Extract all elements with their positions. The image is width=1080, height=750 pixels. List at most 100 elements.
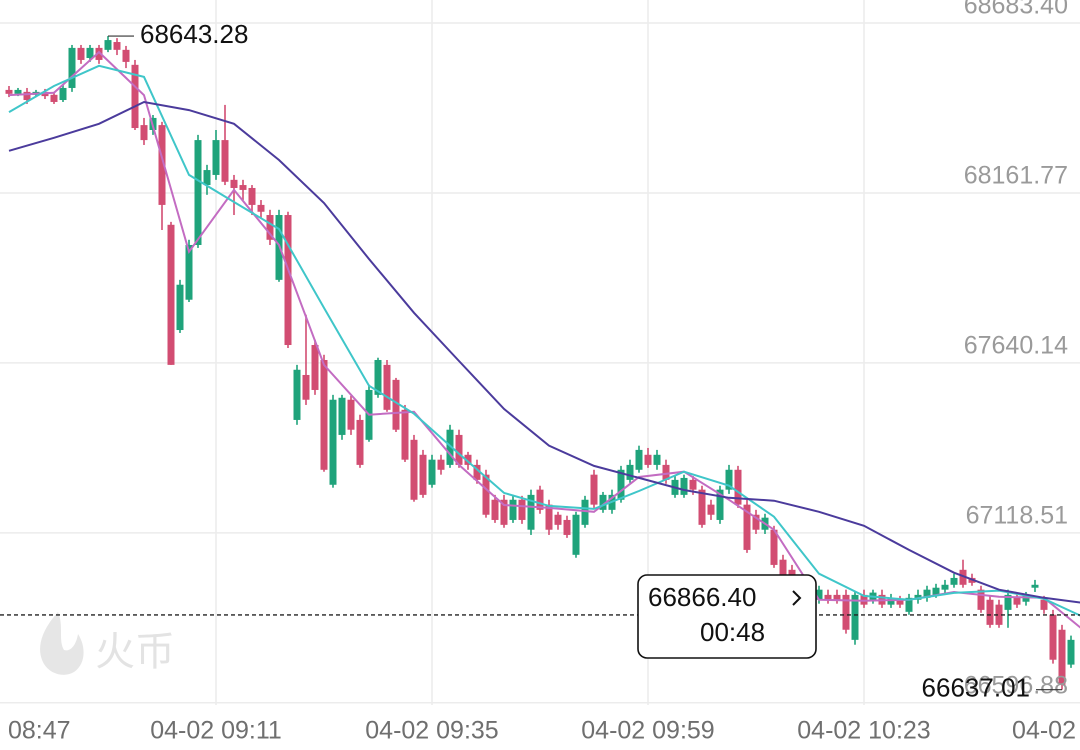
candle-body <box>842 594 850 630</box>
candle-body <box>383 364 391 410</box>
candle-body <box>770 529 778 565</box>
candle-body <box>356 419 364 465</box>
x-tick-label: 04-02 <box>1012 717 1076 745</box>
candle-body <box>293 369 301 420</box>
candle-body <box>473 464 481 480</box>
min-label: 66637.01 <box>922 673 1030 703</box>
plot-area <box>5 36 1080 690</box>
moving-average-line <box>8 64 1080 617</box>
candle-body <box>1067 639 1075 665</box>
candle-body <box>266 215 274 240</box>
candle-body <box>347 399 355 430</box>
x-tick-label: 04-02 10:23 <box>797 717 930 745</box>
candle-body <box>572 514 580 555</box>
candle-body <box>113 42 121 50</box>
candle-body <box>986 599 994 625</box>
candle-body <box>203 170 211 186</box>
candle-body <box>599 494 607 510</box>
candle-body <box>248 187 256 205</box>
candle-body <box>428 459 436 485</box>
candle-body <box>1031 584 1039 588</box>
candle-body <box>185 244 193 300</box>
candle-body <box>554 514 562 525</box>
price-box[interactable]: 66866.40 00:48 <box>637 574 817 659</box>
x-tick-label: 08:47 <box>8 717 71 745</box>
candle-body <box>410 439 418 500</box>
candle-body <box>887 597 895 605</box>
candle-body <box>644 454 652 465</box>
candle-body <box>707 504 715 515</box>
x-tick-label: 04-02 09:11 <box>150 717 282 745</box>
last-price-label: 66866.40 <box>648 582 756 612</box>
candle-body <box>725 469 733 490</box>
candle-body <box>545 504 553 530</box>
candle-body <box>140 125 148 141</box>
candle-body <box>5 89 13 94</box>
candle-body <box>743 504 751 550</box>
candle-body <box>662 464 670 480</box>
candle-body <box>329 399 337 485</box>
candle-body <box>239 185 247 190</box>
chevron <box>792 590 802 606</box>
candle-body <box>419 454 427 495</box>
candle-body <box>680 477 688 495</box>
watermark-text: 火币 <box>95 629 175 675</box>
candle-body <box>338 397 346 435</box>
y-tick-label: 66596.88 <box>964 671 1068 699</box>
candle-body <box>401 409 409 460</box>
candle-body <box>617 469 625 500</box>
candle-body <box>446 429 454 465</box>
max-label: 68643.28 <box>140 19 248 49</box>
candle-body <box>752 514 760 530</box>
candle-body <box>923 589 931 598</box>
candle-body <box>437 459 445 470</box>
candle-body <box>833 594 841 600</box>
price-box-frame[interactable] <box>637 574 817 659</box>
candle-body <box>995 604 1003 625</box>
candle-body <box>905 597 913 612</box>
candle-body <box>59 87 67 101</box>
candle-body <box>68 47 76 88</box>
candle-body <box>1040 599 1048 610</box>
candle-body <box>698 489 706 525</box>
countdown: 00:48 <box>700 617 765 647</box>
candle-body <box>932 587 940 595</box>
candle-body <box>374 359 382 395</box>
x-tick-label: 04-02 09:59 <box>581 717 714 745</box>
candle-body <box>824 594 832 600</box>
candle-body <box>1004 594 1012 610</box>
candle-body <box>716 489 724 520</box>
candle-body <box>959 569 967 585</box>
candle-body <box>563 519 571 535</box>
candle-body <box>464 454 472 465</box>
candle-body <box>1058 629 1066 685</box>
candle-body <box>230 179 238 188</box>
y-tick-label: 68161.77 <box>964 162 1068 190</box>
candle-body <box>689 479 697 490</box>
candle-body <box>500 499 508 525</box>
candle-body <box>50 94 58 102</box>
candle-body <box>302 374 310 400</box>
candle-body <box>815 589 823 600</box>
candle-body <box>122 49 130 62</box>
candle-body <box>194 140 202 245</box>
candle-body <box>455 434 463 465</box>
candle-body <box>734 469 742 505</box>
candle-body <box>104 40 112 50</box>
candle-body <box>977 589 985 610</box>
candle-body <box>635 449 643 470</box>
candle-body <box>482 474 490 515</box>
candle-body <box>23 91 31 101</box>
candle-body <box>77 47 85 60</box>
candle-body <box>284 215 292 346</box>
candle-body <box>176 284 184 331</box>
candle-body <box>896 599 904 605</box>
candle-body <box>311 345 319 390</box>
candle-body <box>509 499 517 520</box>
candle-body <box>158 125 166 205</box>
candle-body <box>581 499 589 525</box>
candle-body <box>1049 614 1057 660</box>
candle-body <box>95 47 103 60</box>
candle-body <box>392 379 400 430</box>
